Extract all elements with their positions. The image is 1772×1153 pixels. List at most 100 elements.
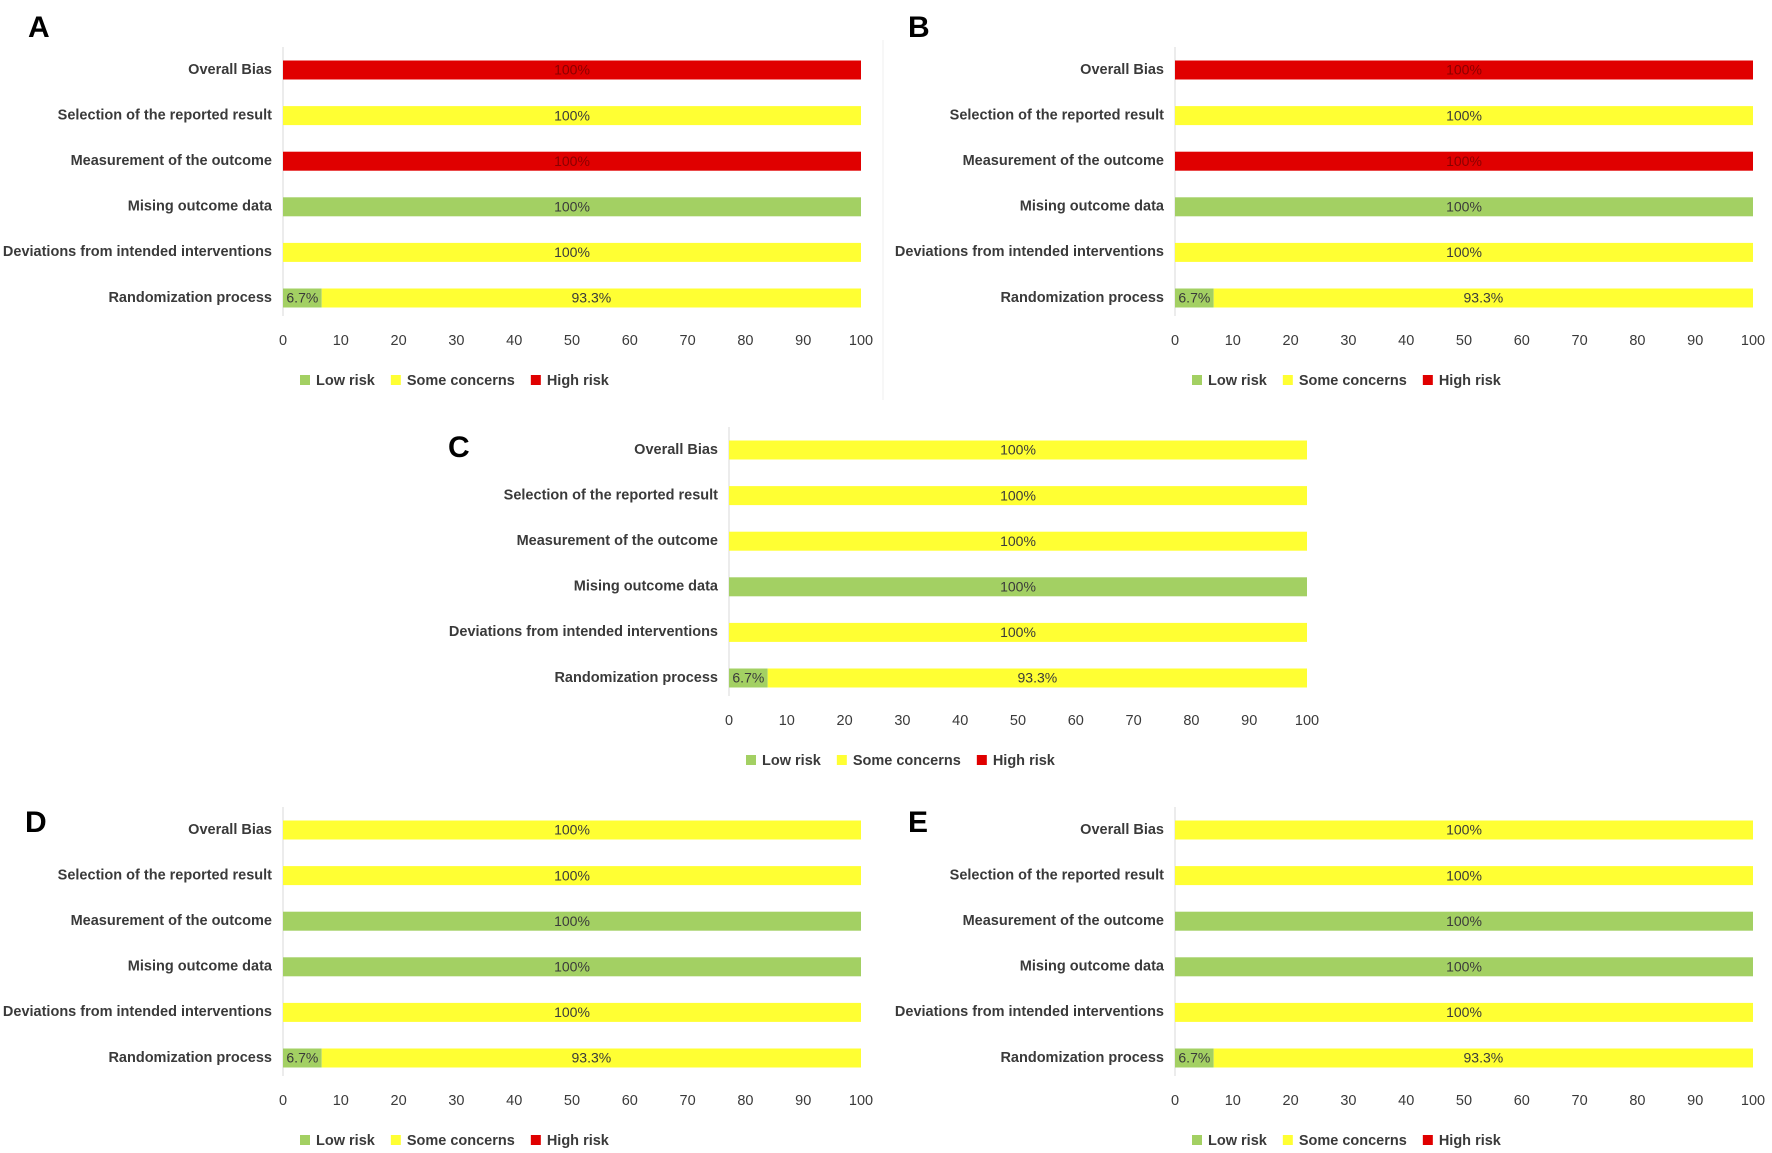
x-tick-label: 10 [779, 713, 795, 729]
x-tick-label: 70 [1572, 1093, 1588, 1109]
data-label: 6.7% [286, 1050, 318, 1066]
x-tick-label: 100 [1741, 1093, 1765, 1109]
category-label: Mising outcome data [574, 579, 719, 595]
bar-segment [1213, 288, 1753, 308]
legend-swatch [1192, 375, 1202, 385]
legend-label: Some concerns [407, 373, 515, 389]
legend-swatch [530, 375, 541, 385]
category-label: Mising outcome data [1020, 959, 1165, 975]
x-tick-label: 0 [1171, 1093, 1179, 1109]
category-label: Randomization process [108, 290, 272, 306]
bar-segment [1175, 866, 1753, 886]
category-label: Measurement of the outcome [963, 153, 1164, 169]
x-tick-label: 90 [795, 1093, 811, 1109]
legend-swatch [1192, 1135, 1202, 1145]
data-label: 100% [1446, 199, 1482, 215]
data-label: 100% [1000, 579, 1036, 595]
data-label: 100% [1000, 624, 1036, 640]
category-label: Selection of the reported result [950, 107, 1164, 123]
category-label: Deviations from intended interventions [895, 244, 1164, 260]
bar-segment [283, 242, 861, 262]
x-tick-label: 60 [1068, 713, 1084, 729]
x-tick-label: 80 [737, 1093, 753, 1109]
category-label: Deviations from intended interventions [3, 244, 272, 260]
legend-swatch [1282, 1135, 1293, 1145]
x-tick-label: 10 [333, 333, 349, 349]
bar-segment [283, 288, 322, 308]
bar-segment [1175, 151, 1753, 171]
data-label: 100% [554, 959, 590, 975]
x-tick-label: 70 [680, 333, 696, 349]
category-label: Overall Bias [188, 62, 272, 78]
x-tick-label: 40 [506, 333, 522, 349]
data-label: 93.3% [1464, 1050, 1504, 1066]
category-label: Mising outcome data [128, 959, 273, 975]
x-tick-label: 70 [680, 1093, 696, 1109]
bar-segment [729, 622, 1307, 642]
legend-label: Low risk [762, 753, 822, 769]
legend-label: Some concerns [1299, 373, 1407, 389]
panel-d: D Overall Bias 100% Selection of the report… [3, 806, 873, 1149]
bar-segment [283, 957, 861, 977]
x-tick-label: 100 [849, 1093, 873, 1109]
bar-segment [729, 440, 1307, 460]
data-label: 6.7% [286, 290, 318, 306]
data-label: 100% [1446, 153, 1482, 169]
legend-swatch [1282, 375, 1293, 385]
bar-segment [283, 106, 861, 126]
category-label: Mising outcome data [128, 199, 273, 215]
data-label: 100% [554, 199, 590, 215]
data-label: 100% [1446, 867, 1482, 883]
bar-segment [283, 866, 861, 886]
panel-a: A Overall Bias 100% Selection of the report… [3, 11, 873, 389]
data-label: 100% [554, 913, 590, 929]
category-label: Overall Bias [1080, 62, 1164, 78]
legend: Low risk Some concerns High risk [1192, 373, 1502, 389]
category-label: Randomization process [1000, 1050, 1164, 1066]
legend: Low risk Some concerns High risk [746, 753, 1056, 769]
data-label: 93.3% [572, 1050, 612, 1066]
x-tick-label: 50 [1010, 713, 1026, 729]
category-label: Measurement of the outcome [517, 533, 718, 549]
category-label: Overall Bias [1080, 822, 1164, 838]
x-tick-label: 20 [1283, 333, 1299, 349]
x-tick-label: 90 [1687, 1093, 1703, 1109]
legend-label: Some concerns [1299, 1133, 1407, 1149]
data-label: 100% [1000, 442, 1036, 458]
data-label: 100% [1446, 107, 1482, 123]
bar-segment [283, 60, 861, 80]
data-label: 100% [1446, 244, 1482, 260]
category-label: Deviations from intended interventions [449, 624, 718, 640]
legend-label: Low risk [1208, 1133, 1268, 1149]
legend-label: Some concerns [853, 753, 961, 769]
category-label: Randomization process [1000, 290, 1164, 306]
x-tick-label: 80 [1629, 333, 1645, 349]
x-tick-label: 60 [622, 1093, 638, 1109]
x-tick-label: 30 [1340, 1093, 1356, 1109]
x-tick-label: 80 [1183, 713, 1199, 729]
panel-letter: E [908, 806, 928, 839]
legend-swatch [976, 755, 987, 765]
legend-label: High risk [1439, 1133, 1502, 1149]
bar-segment [1175, 106, 1753, 126]
x-tick-label: 40 [1398, 333, 1414, 349]
data-label: 100% [554, 244, 590, 260]
panel-b: B Overall Bias 100% Selection of the report… [895, 11, 1765, 389]
bar-segment [1175, 242, 1753, 262]
category-label: Selection of the reported result [950, 867, 1164, 883]
x-tick-label: 50 [564, 333, 580, 349]
category-label: Measurement of the outcome [71, 913, 272, 929]
x-tick-label: 60 [1514, 1093, 1530, 1109]
panel-letter: A [28, 11, 50, 44]
x-tick-label: 60 [622, 333, 638, 349]
category-label: Selection of the reported result [58, 107, 272, 123]
x-tick-label: 70 [1126, 713, 1142, 729]
x-tick-label: 20 [391, 1093, 407, 1109]
legend-label: High risk [1439, 373, 1502, 389]
bar-segment [1175, 820, 1753, 840]
x-tick-label: 30 [1340, 333, 1356, 349]
x-tick-label: 20 [1283, 1093, 1299, 1109]
data-label: 100% [1446, 1004, 1482, 1020]
data-label: 100% [554, 1004, 590, 1020]
